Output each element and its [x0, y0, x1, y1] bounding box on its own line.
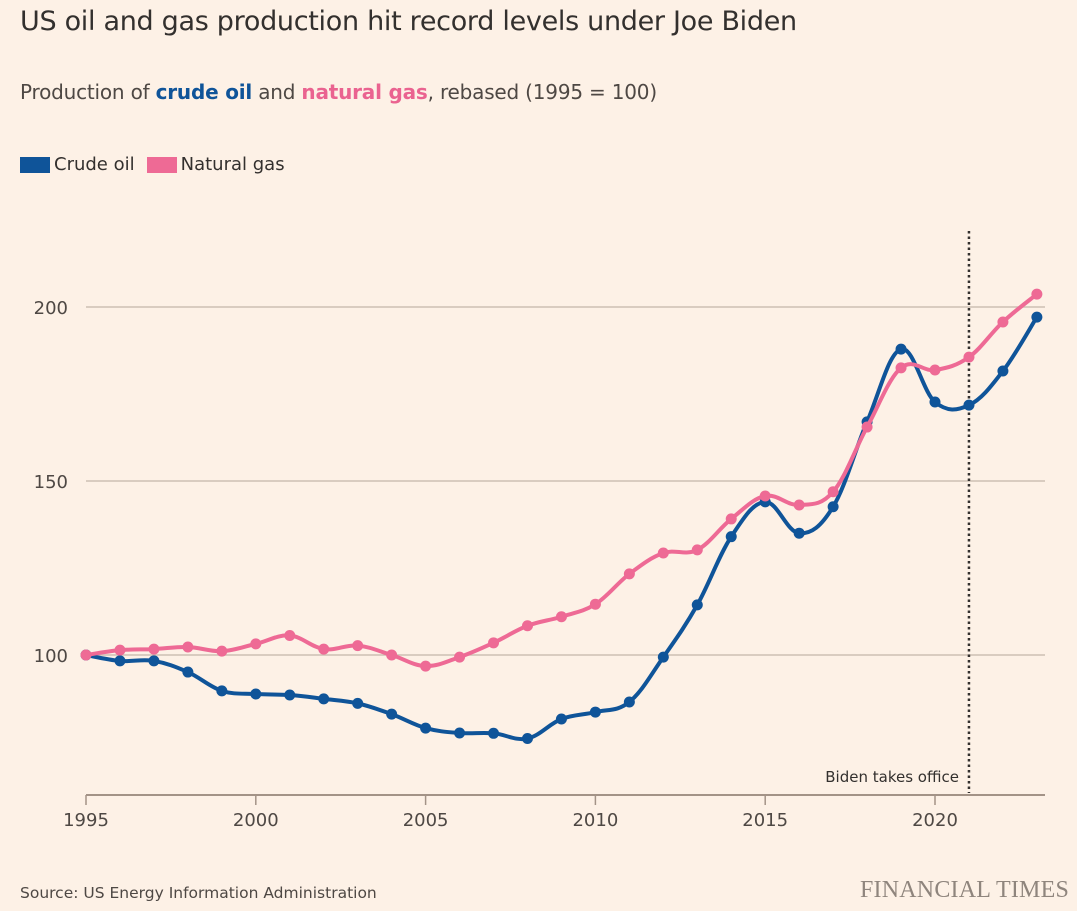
- legend-item-crude-oil: Crude oil: [20, 154, 135, 175]
- y-tick-label-150: 150: [34, 472, 68, 493]
- point-crude-oil-2002: [318, 693, 330, 705]
- point-natural-gas-2002: [318, 643, 330, 655]
- series-lines: [80, 288, 1043, 745]
- point-crude-oil-2017: [827, 501, 839, 513]
- chart-subtitle: Production of crude oil and natural gas,…: [20, 80, 657, 104]
- x-axis: 1995 2000 2005 2010 2015 2020: [63, 794, 1045, 831]
- series-natural-gas: [80, 288, 1043, 672]
- point-crude-oil-2020: [929, 396, 941, 408]
- point-natural-gas-2008: [521, 620, 533, 632]
- point-crude-oil-2006: [454, 727, 466, 739]
- point-natural-gas-2018: [861, 421, 873, 433]
- point-crude-oil-1999: [216, 685, 228, 697]
- x-tick-label-2010: 2010: [572, 810, 618, 831]
- legend-swatch-crude-oil: [20, 156, 50, 173]
- point-crude-oil-2023: [1031, 311, 1043, 323]
- annotation-biden: Biden takes office: [825, 231, 971, 793]
- point-natural-gas-2015: [759, 490, 771, 502]
- point-natural-gas-2006: [454, 651, 466, 663]
- point-crude-oil-2013: [691, 599, 703, 611]
- point-crude-oil-2000: [250, 688, 262, 700]
- point-natural-gas-2011: [623, 568, 635, 580]
- y-axis: 100 150 200: [34, 298, 68, 667]
- point-crude-oil-2005: [420, 722, 432, 734]
- point-natural-gas-1997: [148, 643, 160, 655]
- y-tick-label-200: 200: [34, 298, 68, 319]
- point-crude-oil-2014: [725, 531, 737, 543]
- point-natural-gas-2022: [997, 316, 1009, 328]
- source-note: Source: US Energy Information Administra…: [20, 884, 377, 902]
- point-natural-gas-2000: [250, 638, 262, 650]
- point-crude-oil-2019: [895, 343, 907, 355]
- gridlines: [86, 306, 1045, 656]
- annotation-label: Biden takes office: [825, 768, 959, 786]
- point-crude-oil-2009: [555, 713, 567, 725]
- point-natural-gas-2012: [657, 547, 669, 559]
- point-natural-gas-2007: [488, 637, 500, 649]
- point-crude-oil-1997: [148, 655, 160, 667]
- subtitle-and: and: [252, 80, 302, 104]
- point-natural-gas-2020: [929, 364, 941, 376]
- y-tick-label-100: 100: [34, 646, 68, 667]
- point-natural-gas-2019: [895, 362, 907, 374]
- point-crude-oil-2012: [657, 651, 669, 663]
- point-crude-oil-2001: [284, 689, 296, 701]
- point-crude-oil-2010: [589, 706, 601, 718]
- point-crude-oil-1998: [182, 666, 194, 678]
- chart-plot: 100 150 200 1995 2000 2005 2010 2015 2020 Biden…: [34, 231, 1045, 831]
- point-crude-oil-2022: [997, 365, 1009, 377]
- point-natural-gas-1996: [114, 644, 126, 656]
- x-tick-label-1995: 1995: [63, 810, 109, 831]
- point-natural-gas-2017: [827, 486, 839, 498]
- point-crude-oil-2004: [386, 708, 398, 720]
- point-crude-oil-1996: [114, 655, 126, 667]
- point-crude-oil-2008: [521, 733, 533, 745]
- line-crude-oil: [84, 315, 1039, 742]
- subtitle-crude-oil: crude oil: [155, 80, 253, 104]
- point-crude-oil-2011: [623, 696, 635, 708]
- legend: Crude oil Natural gas: [20, 154, 297, 175]
- x-tick-label-2000: 2000: [233, 810, 279, 831]
- chart-title: US oil and gas production hit record lev…: [20, 6, 797, 37]
- point-natural-gas-2023: [1031, 288, 1043, 300]
- legend-label-crude-oil: Crude oil: [54, 154, 135, 175]
- point-natural-gas-1995: [80, 649, 92, 661]
- ft-logo: FINANCIAL TIMES: [859, 877, 1069, 903]
- subtitle-suffix: , rebased (1995 = 100): [427, 80, 657, 104]
- series-crude-oil: [80, 311, 1043, 745]
- point-crude-oil-2003: [352, 697, 364, 709]
- line-natural-gas: [84, 292, 1039, 669]
- x-tick-label-2020: 2020: [912, 810, 958, 831]
- subtitle-natural-gas: natural gas: [301, 80, 428, 104]
- legend-swatch-natural-gas: [146, 156, 177, 173]
- legend-label-natural-gas: Natural gas: [180, 154, 285, 175]
- x-tick-label-2005: 2005: [403, 810, 449, 831]
- point-natural-gas-2013: [691, 544, 703, 556]
- point-natural-gas-1999: [216, 645, 228, 657]
- point-crude-oil-2016: [793, 527, 805, 539]
- point-crude-oil-2021: [963, 399, 975, 411]
- point-natural-gas-2004: [386, 649, 398, 661]
- point-natural-gas-2021: [963, 351, 975, 363]
- point-natural-gas-2014: [725, 513, 737, 525]
- point-natural-gas-2016: [793, 499, 805, 511]
- point-natural-gas-2003: [352, 640, 364, 652]
- point-natural-gas-2001: [284, 630, 296, 642]
- point-natural-gas-2010: [589, 598, 601, 610]
- x-tick-label-2015: 2015: [742, 810, 788, 831]
- legend-item-natural-gas: Natural gas: [146, 154, 285, 175]
- point-natural-gas-1998: [182, 641, 194, 653]
- point-natural-gas-2009: [555, 611, 567, 623]
- point-crude-oil-2007: [488, 727, 500, 739]
- subtitle-prefix: Production of: [20, 80, 156, 104]
- point-natural-gas-2005: [420, 660, 432, 672]
